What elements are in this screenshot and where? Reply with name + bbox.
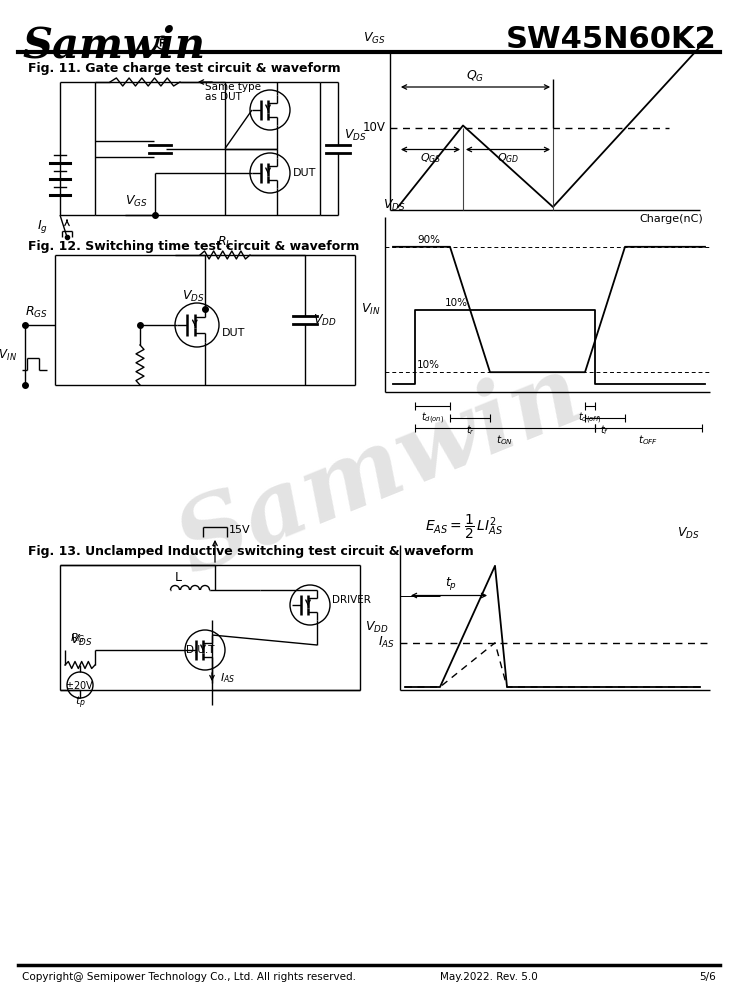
Text: L: L	[175, 571, 182, 584]
Text: as DUT: as DUT	[205, 92, 242, 102]
Text: Same type: Same type	[205, 82, 261, 92]
Text: Fig. 11. Gate charge test circuit & waveform: Fig. 11. Gate charge test circuit & wave…	[28, 62, 341, 75]
Text: $Q_{GD}$: $Q_{GD}$	[497, 151, 520, 165]
Text: 15V: 15V	[229, 525, 251, 535]
Text: $V_{DD}$: $V_{DD}$	[365, 620, 389, 635]
Text: DRIVER: DRIVER	[332, 595, 371, 605]
Text: 5/6: 5/6	[699, 972, 716, 982]
Text: DUT: DUT	[222, 328, 245, 338]
Text: 10%: 10%	[417, 360, 440, 370]
Text: $I_g$: $I_g$	[37, 219, 48, 235]
Text: $R_G$: $R_G$	[70, 631, 86, 645]
Text: $Q_{GS}$: $Q_{GS}$	[420, 151, 441, 165]
Text: D.U.T: D.U.T	[186, 645, 214, 655]
Text: $t_p$: $t_p$	[75, 695, 86, 711]
Text: 10%: 10%	[445, 298, 468, 308]
Text: $t_p$: $t_p$	[446, 576, 458, 592]
Text: ®: ®	[152, 35, 172, 54]
Text: Fig. 12. Switching time test circuit & waveform: Fig. 12. Switching time test circuit & w…	[28, 240, 359, 253]
Text: $V_{DS}$: $V_{DS}$	[70, 632, 92, 648]
Text: $V_{DS}$: $V_{DS}$	[344, 128, 367, 143]
Text: 10V: 10V	[363, 121, 386, 134]
Text: $I_{AS}$: $I_{AS}$	[220, 671, 235, 685]
Text: $V_{DS}$: $V_{DS}$	[383, 198, 406, 213]
Text: $\pm$20V: $\pm$20V	[66, 679, 94, 691]
Text: $E_{AS} = \dfrac{1}{2}\,LI_{AS}^{2}$: $E_{AS} = \dfrac{1}{2}\,LI_{AS}^{2}$	[425, 513, 503, 541]
Text: $t_{OFF}$: $t_{OFF}$	[638, 433, 658, 447]
Text: $V_{IN}$: $V_{IN}$	[361, 302, 380, 317]
Text: $t_f$: $t_f$	[601, 423, 610, 437]
Text: $R_L$: $R_L$	[218, 235, 232, 250]
Text: $Q_G$: $Q_G$	[466, 69, 485, 84]
Text: May.2022. Rev. 5.0: May.2022. Rev. 5.0	[440, 972, 538, 982]
Text: Copyright@ Semipower Technology Co., Ltd. All rights reserved.: Copyright@ Semipower Technology Co., Ltd…	[22, 972, 356, 982]
Text: Charge(nC): Charge(nC)	[639, 214, 703, 224]
Text: $10V_{IN}$: $10V_{IN}$	[0, 347, 17, 363]
Text: 90%: 90%	[417, 235, 440, 245]
Text: $V_{DD}$: $V_{DD}$	[313, 312, 337, 328]
Text: $I_{AS}$: $I_{AS}$	[378, 635, 395, 650]
Text: $V_{DS}$: $V_{DS}$	[677, 526, 700, 541]
Text: $V_{GS}$: $V_{GS}$	[363, 31, 386, 46]
Text: Samwin: Samwin	[164, 346, 596, 594]
Text: $R_{GS}$: $R_{GS}$	[25, 305, 48, 320]
Text: $t_{d(on)}$: $t_{d(on)}$	[421, 411, 444, 426]
Text: $t_{ON}$: $t_{ON}$	[497, 433, 514, 447]
Text: SW45N60K2: SW45N60K2	[506, 25, 716, 54]
Text: $V_{GS}$: $V_{GS}$	[125, 194, 148, 209]
Text: $V_{DS}$: $V_{DS}$	[182, 289, 204, 304]
Text: Samwin: Samwin	[22, 25, 205, 67]
Text: $t_r$: $t_r$	[466, 423, 475, 437]
Text: Fig. 13. Unclamped Inductive switching test circuit & waveform: Fig. 13. Unclamped Inductive switching t…	[28, 545, 474, 558]
Text: DUT: DUT	[293, 168, 317, 178]
Text: $t_{d(off)}$: $t_{d(off)}$	[578, 411, 602, 426]
